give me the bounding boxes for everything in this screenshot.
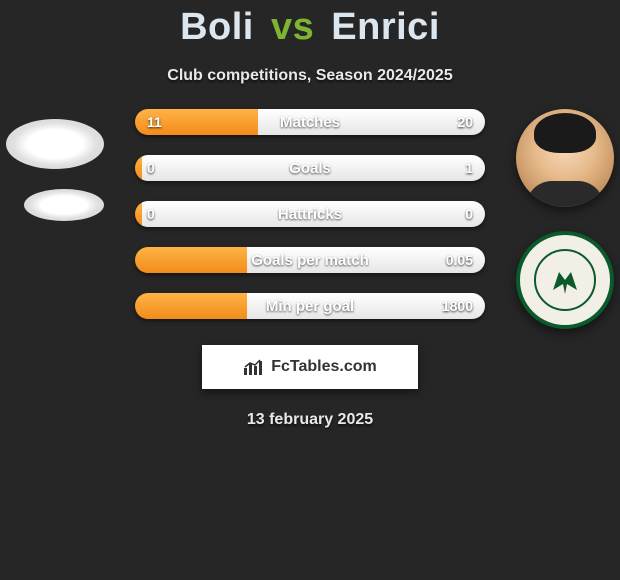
stat-bar: 0 Goals 1 (135, 155, 485, 181)
bar-value-right: 1 (465, 160, 473, 176)
bar-value-right: 1800 (442, 298, 473, 314)
stat-bar: Min per goal 1800 (135, 293, 485, 319)
bar-value-right: 0 (465, 206, 473, 222)
bar-label: Goals (289, 160, 331, 177)
comparison-content: 11 Matches 20 0 Goals 1 0 Hattricks 0 Go… (0, 109, 620, 429)
date-label: 13 february 2025 (0, 411, 620, 429)
subtitle: Club competitions, Season 2024/2025 (0, 67, 620, 85)
bar-fill-left (135, 201, 142, 227)
bar-value-left: 0 (147, 206, 155, 222)
bar-label: Min per goal (266, 298, 354, 315)
brand-badge[interactable]: FcTables.com (202, 345, 418, 389)
stat-bar: 11 Matches 20 (135, 109, 485, 135)
chart-icon (243, 358, 265, 376)
stat-bar: 0 Hattricks 0 (135, 201, 485, 227)
bar-value-right: 0.05 (446, 252, 473, 268)
player1-name: Boli (180, 6, 254, 48)
bar-fill-left (135, 293, 247, 319)
bar-label: Hattricks (278, 206, 342, 223)
stat-bar: Goals per match 0.05 (135, 247, 485, 273)
bar-fill-left (135, 247, 247, 273)
player2-name: Enrici (331, 6, 440, 48)
page-title: Boli vs Enrici (0, 0, 620, 49)
bar-value-right: 20 (457, 114, 473, 130)
stat-bars: 11 Matches 20 0 Goals 1 0 Hattricks 0 Go… (135, 109, 485, 319)
bar-label: Goals per match (251, 252, 369, 269)
player2-club-badge (516, 231, 614, 329)
bar-label: Matches (280, 114, 340, 131)
wolf-icon (545, 260, 585, 300)
brand-text: FcTables.com (271, 358, 377, 376)
bar-fill-left (135, 155, 142, 181)
vs-label: vs (271, 6, 314, 48)
player2-avatar (516, 109, 614, 207)
right-column (510, 109, 620, 329)
player1-club-badge (24, 189, 104, 221)
bar-value-left: 11 (147, 114, 162, 130)
left-column (0, 109, 110, 221)
player1-avatar (6, 119, 104, 169)
bar-value-left: 0 (147, 160, 155, 176)
